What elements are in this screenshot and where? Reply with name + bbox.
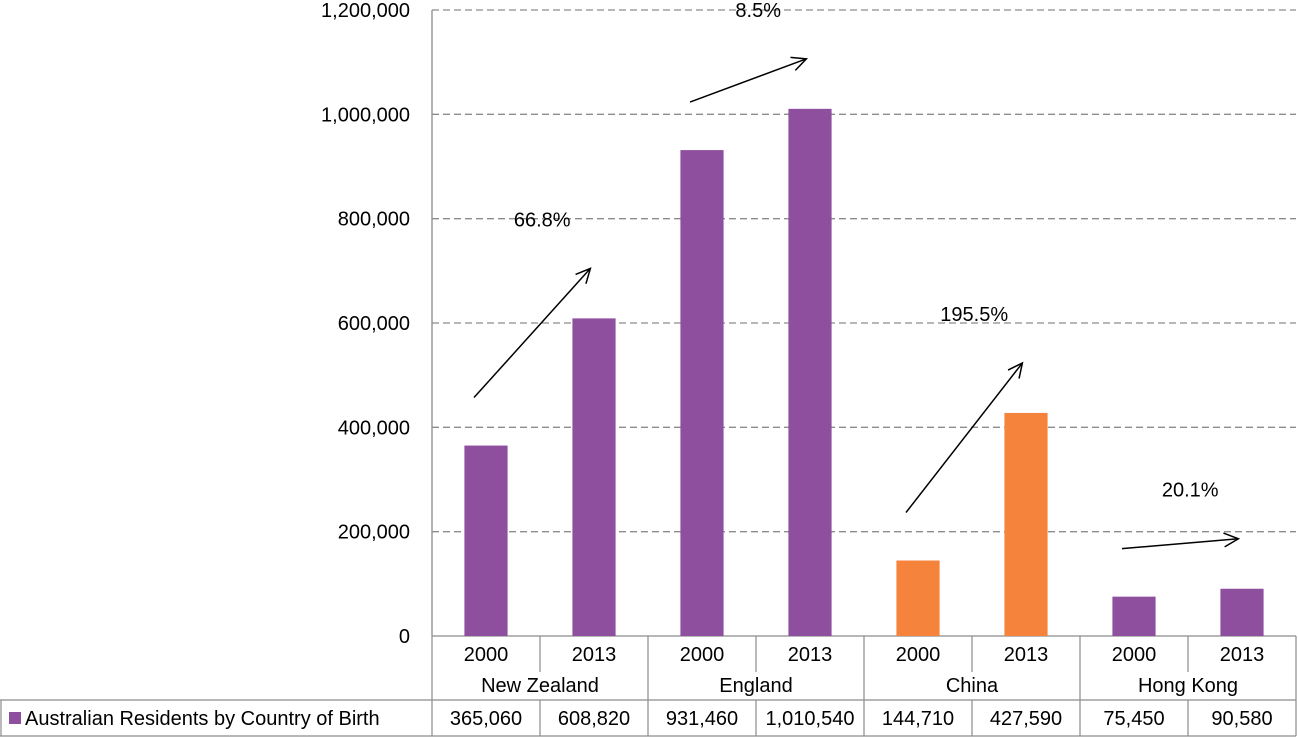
growth-percent-label: 195.5% (940, 304, 1008, 326)
grid-lines (432, 9, 1296, 533)
bar (896, 560, 940, 636)
data-table-value: 75,450 (1103, 708, 1164, 730)
y-tick-label: 400,000 (338, 417, 410, 439)
growth-percent-label: 66.8% (514, 209, 571, 231)
y-tick-label: 1,200,000 (321, 0, 410, 22)
x-category-label: 2013 (1004, 644, 1049, 666)
legend-swatch (9, 712, 21, 724)
data-table-value: 931,460 (666, 708, 738, 730)
growth-arrow (905, 362, 1023, 513)
growth-percent-label: 20.1% (1162, 480, 1219, 502)
data-table-value: 608,820 (558, 708, 630, 730)
x-category-label: 2013 (1220, 644, 1265, 666)
y-tick-label: 1,000,000 (321, 104, 410, 126)
x-group-label: Hong Kong (1138, 675, 1238, 697)
x-category-label: 2000 (1112, 644, 1157, 666)
x-category-label: 2000 (680, 644, 725, 666)
arrow-head (575, 267, 592, 284)
bar (788, 108, 832, 637)
data-table-value: 365,060 (450, 708, 522, 730)
growth-arrows: 66.8% 8.5% 195.5% 20.1% (473, 0, 1241, 550)
x-group-label: England (719, 675, 792, 697)
x-category-label: 2000 (896, 644, 941, 666)
bar (464, 445, 508, 636)
y-tick-label: 200,000 (338, 522, 410, 544)
x-category-label: 2000 (464, 644, 509, 666)
arrow-head (790, 56, 809, 71)
y-tick-label: 600,000 (338, 313, 410, 335)
bars (464, 108, 1264, 637)
legend-label: Australian Residents by Country of Birth (25, 708, 380, 730)
growth-percent-label: 8.5% (735, 0, 781, 22)
bar (1112, 596, 1156, 636)
bar (1220, 588, 1264, 636)
data-table-value: 144,710 (882, 708, 954, 730)
data-table: 2000 365,060 2013 608,820 New Zealand 2000 931… (0, 636, 1297, 737)
bar (572, 318, 616, 636)
y-tick-label: 800,000 (338, 209, 410, 231)
arrow-head (1007, 361, 1024, 379)
growth-arrow (473, 267, 591, 399)
x-group-label: China (946, 675, 999, 697)
growth-arrow (689, 58, 807, 103)
bar (680, 150, 724, 636)
arrow-head (1223, 532, 1241, 548)
growth-arrow (1121, 538, 1239, 550)
data-table-value: 1,010,540 (766, 708, 855, 730)
x-group-label: New Zealand (481, 675, 599, 697)
y-tick-label: 0 (399, 626, 410, 648)
data-table-value: 427,590 (990, 708, 1062, 730)
x-category-label: 2013 (572, 644, 617, 666)
data-table-value: 90,580 (1211, 708, 1272, 730)
x-category-label: 2013 (788, 644, 833, 666)
bar (1004, 412, 1048, 636)
